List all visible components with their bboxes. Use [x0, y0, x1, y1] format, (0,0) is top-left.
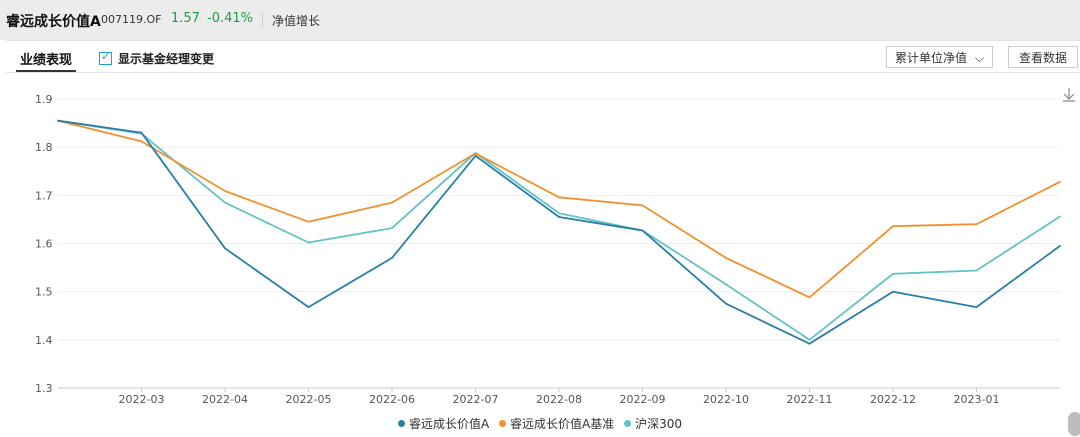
nav-type-value: 累计单位净值	[895, 51, 968, 65]
data-point-1	[140, 140, 143, 143]
data-point-1	[224, 190, 226, 192]
y-tick-label: 1.6	[35, 238, 53, 251]
x-tick-label: 2023-01	[954, 393, 1000, 406]
performance-tab[interactable]: 业绩表现	[20, 53, 73, 68]
x-tick-label: 2022-09	[620, 393, 666, 406]
data-point-1	[808, 296, 811, 299]
fund-name: 睿远成长价值A	[6, 14, 101, 30]
active-tab-underline	[16, 70, 76, 72]
legend-marker-fund	[398, 420, 405, 427]
x-tick-label: 2022-04	[202, 393, 248, 406]
data-point-1	[307, 220, 310, 223]
fund-header: 睿远成长价值A 007119.OF 1.57 -0.41% 净值增长	[0, 0, 1080, 40]
data-point-1	[391, 201, 393, 204]
data-point-1	[1059, 180, 1061, 183]
x-tick-label: 2022-07	[453, 393, 499, 406]
header-divider	[262, 13, 263, 27]
x-tick-label: 2022-05	[286, 393, 332, 406]
data-point-1	[975, 223, 978, 226]
series-line-2	[57, 119, 1061, 341]
legend-marker-index	[624, 420, 632, 427]
data-point-0	[224, 247, 226, 250]
data-point-0	[808, 342, 811, 345]
checkmark-icon: ✓	[101, 50, 111, 63]
y-tick-label: 1.8	[35, 141, 53, 154]
series-line-0	[57, 119, 1061, 345]
data-point-1	[558, 196, 560, 199]
x-tick-label: 2022-06	[369, 393, 415, 406]
data-point-0	[474, 154, 477, 157]
data-point-0	[391, 257, 393, 259]
fund-nav: 1.57	[171, 11, 200, 26]
y-tick-label: 1.5	[35, 286, 53, 299]
y-tick-label: 1.9	[35, 93, 53, 106]
y-tick-label: 1.7	[35, 189, 53, 202]
view-data-button[interactable]: 查看数据	[1008, 46, 1078, 68]
scrollbar-thumb[interactable]	[1068, 412, 1080, 436]
data-point-0	[558, 216, 560, 218]
legend-item-benchmark[interactable]: 睿远成长价值A基准	[499, 415, 614, 432]
data-point-1	[474, 152, 477, 155]
legend-label-fund: 睿远成长价值A	[409, 417, 490, 431]
data-point-0	[641, 229, 644, 232]
series-lines	[57, 119, 1061, 345]
y-tick-label: 1.3	[35, 382, 53, 395]
manager-change-label[interactable]: 显示基金经理变更	[118, 52, 215, 66]
data-point-1	[725, 257, 727, 259]
legend-label-index: 沪深300	[635, 417, 682, 431]
data-point-1	[641, 204, 644, 207]
data-point-0	[975, 306, 978, 308]
chart-legend: 睿远成长价值A 睿远成长价值A基准 沪深300	[0, 415, 1080, 432]
data-point-0	[892, 290, 894, 293]
data-point-2	[975, 269, 978, 272]
panel-divider	[6, 72, 1080, 73]
legend-item-index[interactable]: 沪深300	[624, 415, 682, 432]
legend-marker-benchmark	[499, 420, 507, 427]
data-point-0	[140, 131, 143, 134]
x-tick-label: 2022-11	[787, 393, 833, 406]
data-point-2	[725, 283, 727, 286]
data-point-2	[558, 212, 560, 215]
y-axis: 1.9 1.8 1.7 1.6 1.5 1.4 1.3	[35, 93, 53, 395]
data-point-0	[57, 119, 59, 122]
data-point-2	[892, 272, 894, 275]
download-icon[interactable]	[1063, 88, 1075, 102]
data-point-2	[224, 201, 226, 204]
chevron-down-icon: ⌵	[974, 51, 984, 65]
fund-change: -0.41%	[207, 11, 253, 26]
y-tick-label: 1.4	[35, 334, 53, 347]
performance-panel: 业绩表现 ✓ 显示基金经理变更 累计单位净值 ⌵ 查看数据	[6, 40, 1080, 437]
fund-code: 007119.OF	[101, 13, 162, 26]
data-point-0	[307, 306, 310, 308]
x-tick-label: 2022-08	[536, 393, 582, 406]
manager-change-checkbox[interactable]: ✓	[99, 50, 112, 65]
x-tick-label: 2022-12	[870, 393, 916, 406]
data-point-0	[1059, 245, 1061, 247]
x-axis: 2022-03 2022-04 2022-05 2022-06 2022-07 2022-…	[119, 388, 1000, 406]
data-point-2	[808, 338, 811, 341]
data-point-0	[725, 302, 727, 305]
nav-type-select[interactable]: 累计单位净值 ⌵	[886, 46, 993, 68]
data-point-2	[307, 241, 310, 244]
data-point-2	[1059, 215, 1061, 218]
growth-label: 净值增长	[272, 14, 321, 28]
legend-item-fund[interactable]: 睿远成长价值A	[398, 415, 489, 432]
x-tick-label: 2022-03	[119, 393, 165, 406]
x-tick-label: 2022-10	[703, 393, 749, 406]
grid	[58, 98, 1060, 389]
data-point-2	[391, 227, 393, 229]
data-point-1	[892, 225, 894, 228]
legend-label-benchmark: 睿远成长价值A基准	[510, 417, 615, 431]
